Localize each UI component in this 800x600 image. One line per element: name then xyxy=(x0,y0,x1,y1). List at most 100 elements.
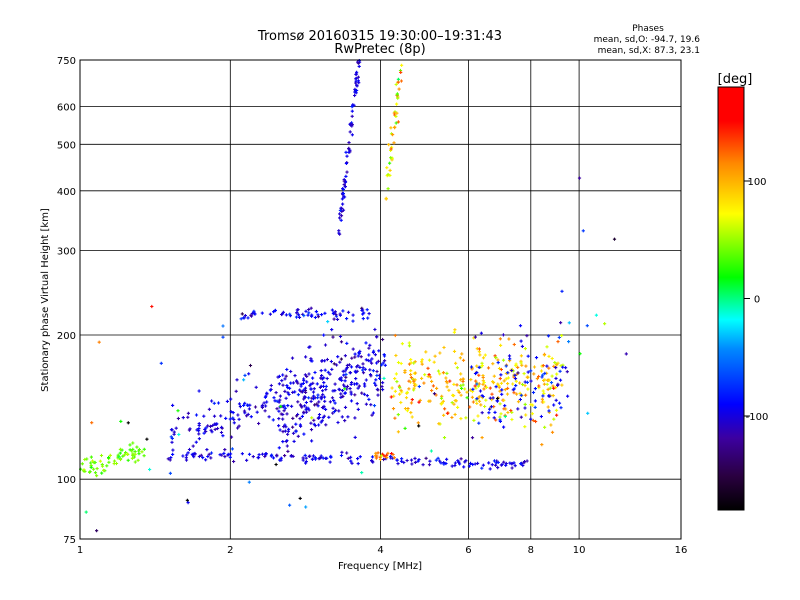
data-point xyxy=(135,445,139,449)
data-point xyxy=(409,401,414,405)
data-point xyxy=(433,354,437,358)
data-point xyxy=(299,382,303,386)
data-point xyxy=(226,452,230,456)
data-point xyxy=(304,505,308,509)
data-point xyxy=(481,379,485,383)
data-point xyxy=(374,383,378,387)
data-point xyxy=(296,381,300,385)
data-point xyxy=(396,430,400,434)
data-point xyxy=(345,341,349,345)
data-point xyxy=(513,373,517,377)
data-point xyxy=(402,460,406,465)
data-point xyxy=(559,321,563,325)
data-point xyxy=(494,385,498,389)
data-point xyxy=(436,456,440,460)
data-point xyxy=(349,455,353,459)
data-point xyxy=(238,405,242,409)
data-point xyxy=(342,177,346,182)
data-point xyxy=(540,443,544,447)
data-point xyxy=(128,443,132,447)
data-point xyxy=(283,389,287,393)
data-point xyxy=(339,357,343,361)
data-point xyxy=(285,412,289,416)
data-point xyxy=(381,361,385,365)
data-point xyxy=(624,352,628,356)
data-point xyxy=(396,120,400,124)
data-point xyxy=(392,456,396,460)
data-point xyxy=(501,358,506,362)
data-point xyxy=(444,461,448,466)
data-point xyxy=(478,353,482,357)
data-point xyxy=(107,460,111,464)
data-point xyxy=(483,353,487,357)
data-point xyxy=(474,379,478,383)
data-point xyxy=(480,394,484,398)
data-point xyxy=(145,437,149,441)
data-point xyxy=(504,364,508,368)
data-point xyxy=(531,390,536,395)
data-point xyxy=(506,382,510,386)
data-point xyxy=(442,462,446,466)
data-point xyxy=(511,382,515,386)
data-point xyxy=(487,411,491,415)
data-point xyxy=(204,458,208,462)
data-point xyxy=(343,391,347,395)
data-point xyxy=(186,501,190,505)
data-point xyxy=(247,452,252,456)
data-point xyxy=(490,392,494,396)
data-point xyxy=(309,306,313,310)
data-point xyxy=(581,229,585,233)
data-point xyxy=(473,384,477,388)
data-point xyxy=(566,394,570,398)
data-point xyxy=(324,423,328,427)
y-tick-label: 750 xyxy=(57,56,76,67)
data-point xyxy=(326,320,330,324)
data-point xyxy=(612,237,617,241)
data-point xyxy=(423,373,427,377)
data-point xyxy=(331,335,335,339)
data-point xyxy=(330,396,335,400)
data-point xyxy=(396,96,400,100)
data-point xyxy=(356,354,360,358)
data-point xyxy=(465,396,469,400)
data-point xyxy=(357,64,361,68)
data-point xyxy=(231,416,235,420)
data-point xyxy=(321,389,325,393)
data-point xyxy=(283,377,287,381)
data-point xyxy=(376,451,380,455)
data-point xyxy=(418,398,422,402)
data-point xyxy=(332,317,336,321)
data-point xyxy=(307,345,311,349)
data-point xyxy=(137,447,141,452)
data-point xyxy=(394,114,398,118)
data-point xyxy=(510,410,514,414)
data-point xyxy=(477,365,481,369)
data-point xyxy=(542,353,546,357)
data-point xyxy=(329,454,333,458)
data-point xyxy=(171,403,175,407)
data-point xyxy=(253,405,258,409)
data-point xyxy=(277,382,281,386)
data-point xyxy=(498,415,502,419)
data-point xyxy=(475,401,479,405)
data-point xyxy=(291,431,296,435)
data-point xyxy=(343,405,348,409)
data-point xyxy=(102,468,106,472)
data-point xyxy=(319,395,323,399)
data-point xyxy=(316,315,320,319)
data-point xyxy=(398,392,402,396)
data-point xyxy=(187,447,192,452)
data-point xyxy=(170,440,174,444)
data-point xyxy=(452,330,456,334)
data-point xyxy=(468,461,473,465)
data-point xyxy=(150,304,154,309)
data-point xyxy=(367,346,371,350)
data-point xyxy=(181,416,185,420)
data-point xyxy=(358,365,362,369)
data-point xyxy=(392,394,396,398)
data-point xyxy=(364,341,368,345)
data-point xyxy=(271,456,276,460)
data-point xyxy=(186,411,190,415)
data-point xyxy=(247,372,251,376)
data-point xyxy=(482,387,486,391)
